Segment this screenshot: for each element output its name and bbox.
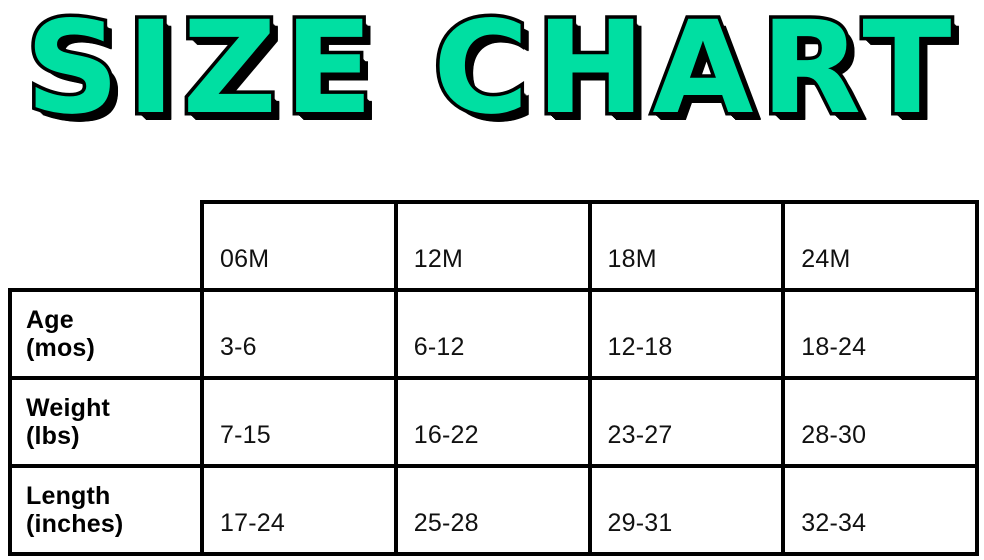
cell-length-06m: 17-24: [200, 464, 398, 556]
table-row: Weight (lbs) 7-15 16-22 23-27 28-30: [8, 376, 979, 468]
table-header-row: 06M 12M 18M 24M: [10, 200, 979, 292]
column-header-12m: 12M: [393, 200, 592, 292]
table-row: Length (inches) 17-24 25-28 29-31 32-34: [8, 464, 979, 556]
row-label-weight: Weight (lbs): [8, 376, 204, 468]
cell-age-18m: 12-18: [587, 288, 786, 380]
row-label-age-line1: Age: [26, 306, 74, 334]
cell-age-12m: 6-12: [393, 288, 592, 380]
row-label-age-line2: (mos): [26, 334, 96, 362]
cell-weight-18m: 23-27: [587, 376, 786, 468]
cell-weight-06m: 7-15: [200, 376, 398, 468]
cell-weight-24m: 28-30: [781, 376, 979, 468]
column-header-24m: 24M: [781, 200, 979, 292]
row-label-weight-line2: (lbs): [26, 422, 80, 450]
cell-age-24m: 18-24: [781, 288, 979, 380]
page-title: SIZE CHART: [22, 0, 959, 147]
cell-length-24m: 32-34: [781, 464, 979, 556]
cell-age-06m: 3-6: [200, 288, 398, 380]
table-corner-cell: [10, 202, 202, 290]
row-label-length-line2: (inches): [26, 510, 124, 538]
row-label-length-line1: Length: [26, 482, 111, 510]
column-header-18m: 18M: [587, 200, 786, 292]
table-row: Age (mos) 3-6 6-12 12-18 18-24: [8, 288, 979, 380]
row-label-length: Length (inches): [8, 464, 204, 556]
cell-weight-12m: 16-22: [393, 376, 592, 468]
row-label-weight-line1: Weight: [26, 394, 111, 422]
column-header-06m: 06M: [200, 200, 398, 292]
row-label-age: Age (mos): [8, 288, 204, 380]
title-area: SIZE CHART: [0, 0, 984, 150]
cell-length-18m: 29-31: [587, 464, 786, 556]
size-chart-table: 06M 12M 18M 24M Age (mos) 3-6 6-12 12-18…: [8, 200, 979, 556]
cell-length-12m: 25-28: [393, 464, 592, 556]
